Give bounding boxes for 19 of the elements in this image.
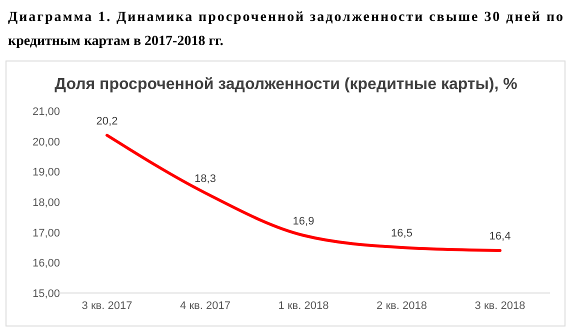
y-tick-label: 18,00 — [32, 197, 60, 209]
data-label: 20,2 — [96, 115, 118, 128]
x-tick-label: 2 кв. 2018 — [376, 300, 427, 312]
y-tick-label: 15,00 — [32, 288, 60, 300]
chart-subtitle: Доля просроченной задолженности (кредитные карты), % — [54, 76, 518, 93]
data-label: 16,5 — [391, 228, 412, 240]
data-label: 18,3 — [194, 172, 216, 185]
y-tick-label: 19,00 — [32, 166, 60, 179]
y-tick-label: 21,00 — [32, 106, 60, 118]
y-tick-label: 17,00 — [32, 227, 60, 240]
chart-title: Диаграмма 1. Динамика просроченной задолженности свыше 30 дней по кредитным картам в 2017-2018 гг. — [8, 10, 563, 49]
data-label: 16,9 — [292, 215, 314, 228]
x-tick-label: 4 кв. 2017 — [180, 300, 230, 312]
y-tick-label: 20,00 — [32, 136, 60, 148]
x-tick-label: 1 кв. 2018 — [278, 300, 329, 312]
data-label: 16,4 — [489, 230, 511, 243]
y-tick-label: 16,00 — [32, 258, 60, 270]
x-tick-label: 3 кв. 2017 — [82, 300, 132, 312]
x-tick-label: 3 кв. 2018 — [474, 300, 526, 312]
